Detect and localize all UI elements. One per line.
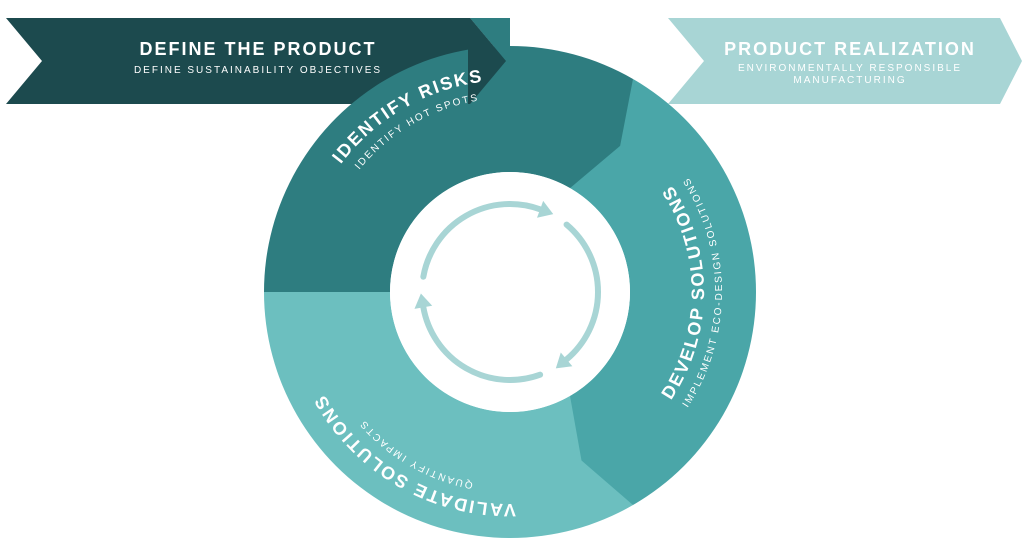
process-diagram: DEFINE THE PRODUCT DEFINE SUSTAINABILITY … xyxy=(0,0,1024,540)
stage-subtitle: DEFINE SUSTAINABILITY OBJECTIVES xyxy=(134,65,382,76)
ring-hole xyxy=(390,172,630,412)
stage-realization xyxy=(668,18,1022,104)
stage-title: PRODUCT REALIZATION xyxy=(724,39,976,59)
stage-title: DEFINE THE PRODUCT xyxy=(139,39,376,59)
